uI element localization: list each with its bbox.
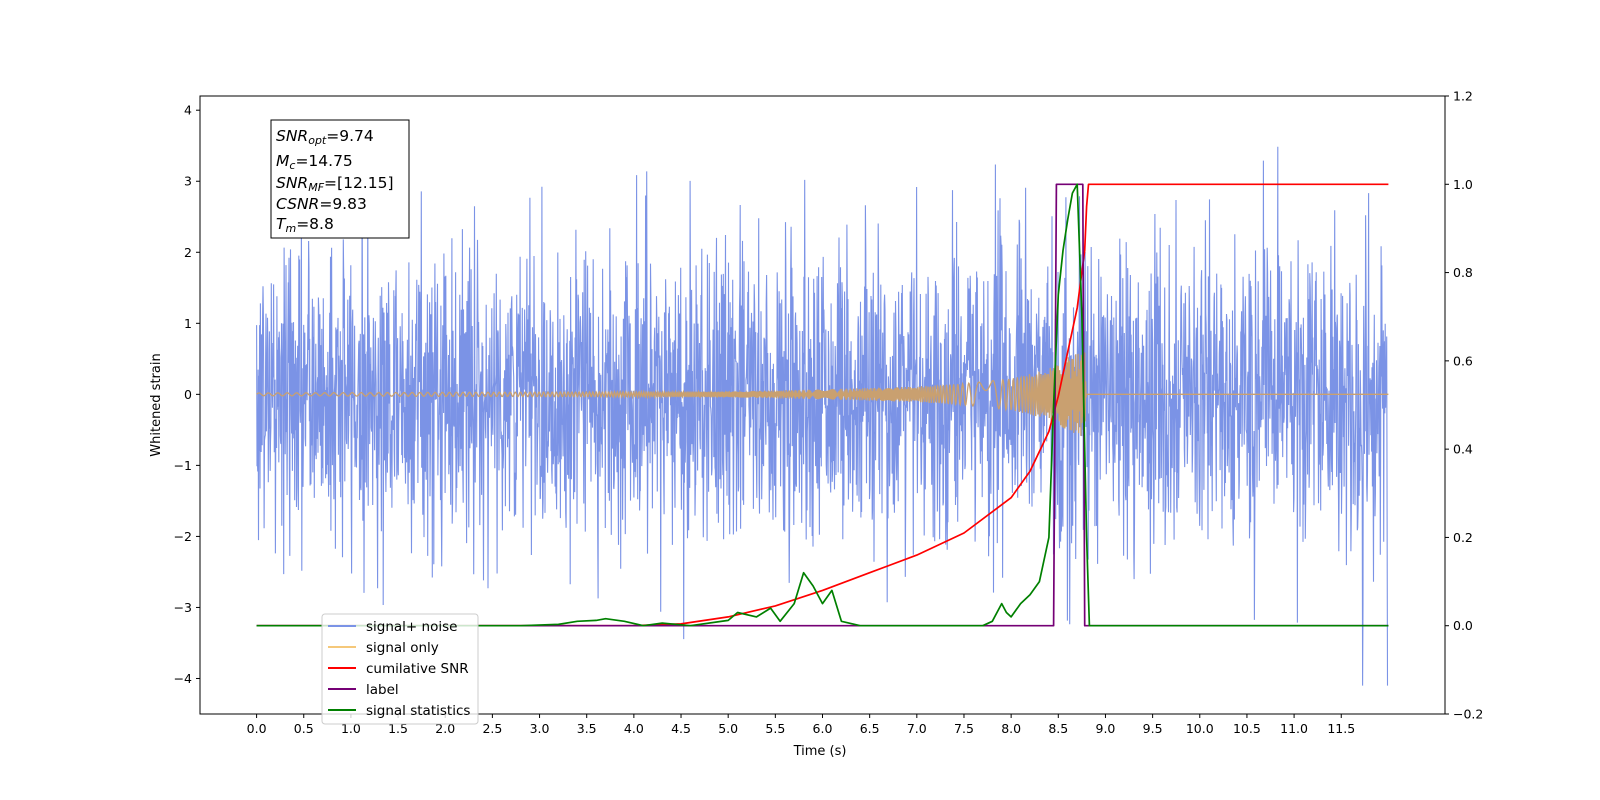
annotation-snr-opt: SNRopt=9.74 bbox=[276, 127, 374, 147]
annotation-frame bbox=[270, 119, 410, 239]
y2-tick-label: 1.2 bbox=[1453, 89, 1473, 104]
y-tick-label: −3 bbox=[174, 600, 192, 615]
x-tick-label: 11.0 bbox=[1280, 721, 1308, 736]
y-tick-label: −4 bbox=[174, 671, 192, 686]
x-tick-label: 10.0 bbox=[1186, 721, 1214, 736]
series-signal-statistics bbox=[256, 183, 1389, 627]
x-axis-label: Time (s) bbox=[793, 744, 847, 759]
y-tick-label: 0 bbox=[184, 387, 192, 402]
x-tick-label: 8.0 bbox=[1001, 721, 1021, 736]
x-tick-label: 7.0 bbox=[907, 721, 927, 736]
y-tick-label: 2 bbox=[184, 245, 192, 260]
y2-tick-label: 0.0 bbox=[1453, 618, 1473, 633]
series-signal-noise bbox=[256, 146, 1389, 686]
x-tick-label: 5.0 bbox=[718, 721, 738, 736]
legend-frame bbox=[321, 613, 479, 725]
x-tick-label: 7.5 bbox=[954, 721, 974, 736]
x-tick-label: 0.0 bbox=[247, 721, 267, 736]
legend-label-cumulative-snr: cumilative SNR bbox=[366, 661, 469, 677]
y-tick-label: 1 bbox=[184, 316, 192, 331]
series-signal-only bbox=[256, 352, 1389, 437]
y2-tick-label: 0.2 bbox=[1453, 530, 1473, 545]
x-tick-label: 3.5 bbox=[577, 721, 597, 736]
legend-label-label: label bbox=[366, 682, 399, 698]
annotation-snr-mf: SNRMF=[12.15] bbox=[276, 174, 394, 194]
legend: signal+ noise signal only cumilative SNR… bbox=[321, 613, 479, 725]
x-tick-label: 4.0 bbox=[624, 721, 644, 736]
legend-label-signal-statistics: signal statistics bbox=[366, 703, 470, 719]
annotation-box: SNRopt=9.74 Mc=14.75 SNRMF=[12.15] CSNR=… bbox=[270, 119, 410, 239]
x-tick-label: 9.0 bbox=[1096, 721, 1116, 736]
x-tick-label: 11.5 bbox=[1327, 721, 1355, 736]
annotation-mc: Mc=14.75 bbox=[276, 152, 353, 172]
legend-label-signal-noise: signal+ noise bbox=[366, 619, 457, 635]
y2-tick-label: 0.6 bbox=[1453, 353, 1473, 368]
x-tick-label: 1.0 bbox=[341, 721, 361, 736]
annotation-tm: Tm=8.8 bbox=[276, 215, 334, 235]
axis-ticks: 0.0 0.5 1.0 1.5 2.0 2.5 3.0 3.5 4.0 4.5 5.0 5.5 6.0 6… bbox=[174, 89, 1484, 737]
y-tick-label: 4 bbox=[184, 103, 192, 118]
y-tick-label: −1 bbox=[174, 458, 192, 473]
x-tick-label: 6.5 bbox=[860, 721, 880, 736]
y-tick-label: −2 bbox=[174, 529, 192, 544]
x-tick-label: 5.5 bbox=[765, 721, 785, 736]
y2-tick-label: 1.0 bbox=[1453, 177, 1473, 192]
y2-tick-label: 0.4 bbox=[1453, 442, 1473, 457]
x-tick-label: 4.5 bbox=[671, 721, 691, 736]
x-tick-label: 9.5 bbox=[1143, 721, 1163, 736]
x-tick-label: 10.5 bbox=[1233, 721, 1261, 736]
x-tick-label: 1.5 bbox=[388, 721, 408, 736]
series-label bbox=[256, 183, 1389, 627]
x-tick-label: 6.0 bbox=[813, 721, 833, 736]
annotation-csnr: CSNR=9.83 bbox=[276, 195, 367, 213]
x-tick-label: 3.0 bbox=[530, 721, 550, 736]
y-axis-label: Whitened strain bbox=[149, 353, 164, 456]
series-cumulative-snr bbox=[256, 183, 1389, 627]
y-tick-label: 3 bbox=[184, 174, 192, 189]
x-tick-label: 0.5 bbox=[294, 721, 314, 736]
y2-tick-label: 0.8 bbox=[1453, 265, 1473, 280]
plot-series bbox=[256, 146, 1389, 686]
x-tick-label: 8.5 bbox=[1048, 721, 1068, 736]
x-tick-label: 2.0 bbox=[435, 721, 455, 736]
legend-label-signal-only: signal only bbox=[366, 640, 439, 656]
y2-tick-label: −0.2 bbox=[1453, 707, 1483, 722]
x-tick-label: 2.5 bbox=[482, 721, 502, 736]
